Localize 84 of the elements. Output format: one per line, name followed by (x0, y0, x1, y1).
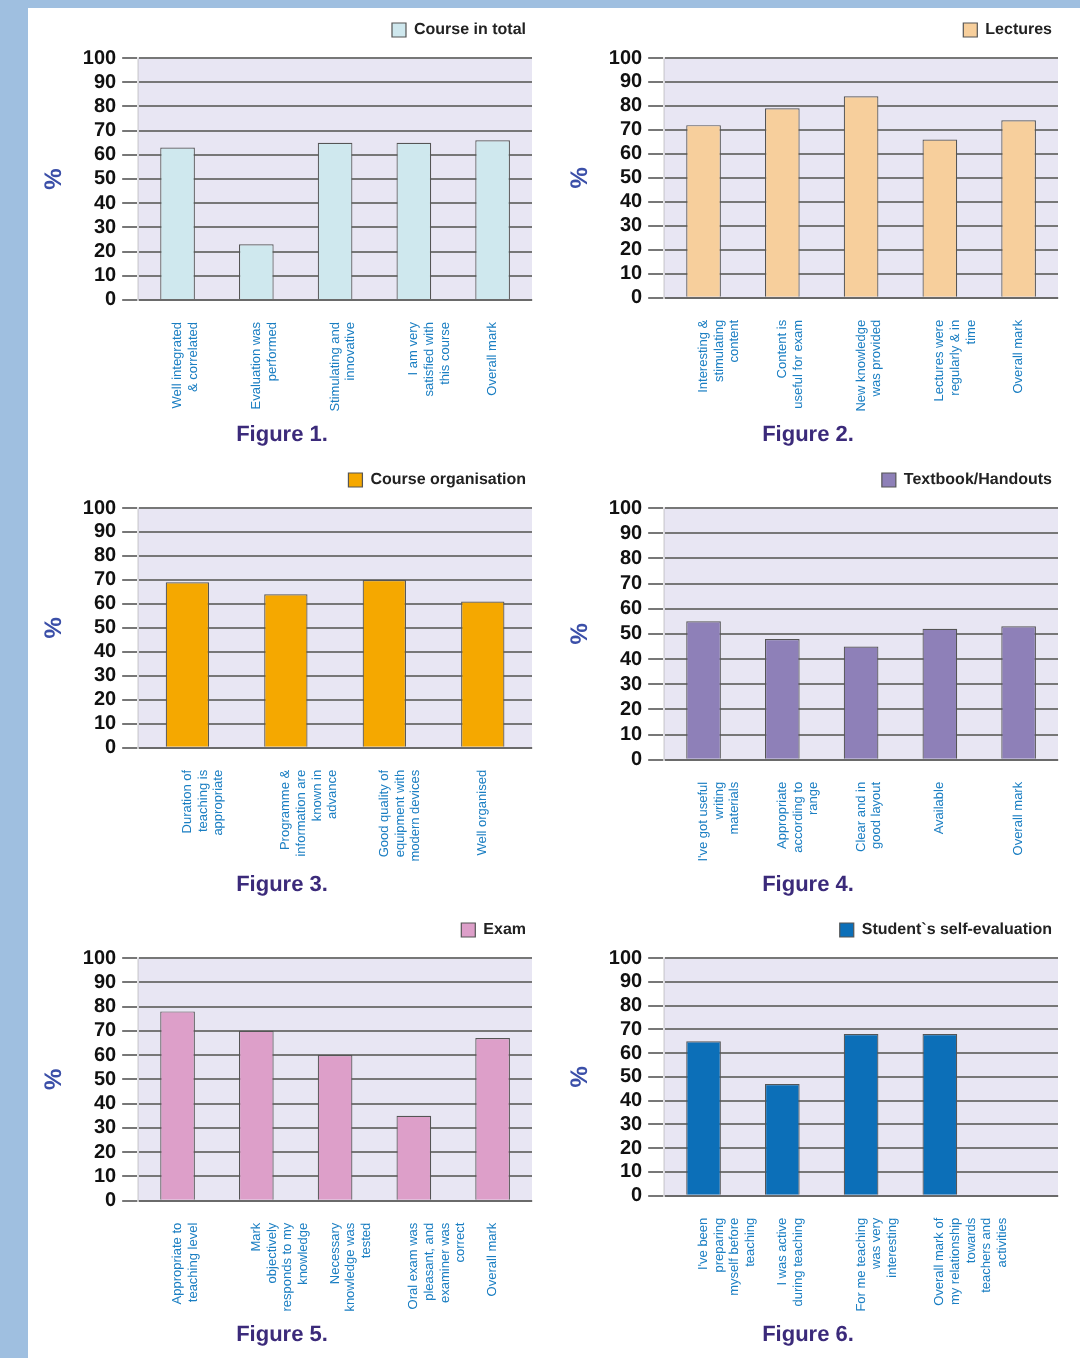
y-tick-label: 70 (619, 573, 644, 596)
y-tick-label: 60 (619, 143, 644, 166)
y-axis-title: % (39, 1068, 68, 1091)
text: Figure 6. (762, 1322, 854, 1347)
y-tick-label: 80 (619, 547, 644, 570)
y-tick-label: 80 (619, 95, 644, 118)
y-axis-title: % (39, 616, 68, 639)
legend-label: Exam (483, 920, 527, 939)
legend-label: Textbook/Handouts (903, 470, 1054, 489)
y-tick-label: 90 (619, 971, 644, 994)
y-tick-label: 60 (619, 598, 644, 621)
y-tick-label: 20 (93, 241, 118, 264)
y-tick-label: 30 (93, 1117, 118, 1140)
y-tick-label: 0 (631, 1185, 644, 1208)
y-tick-label: 90 (619, 71, 644, 94)
legend-label: Lectures (985, 20, 1054, 39)
y-axis-title: % (565, 622, 594, 645)
y-axis-title: % (39, 167, 68, 190)
y-tick-label: 60 (93, 144, 118, 167)
y-tick-label: 50 (93, 617, 118, 640)
y-tick-label: 40 (93, 641, 118, 664)
text: Figure 3. (236, 872, 328, 897)
y-tick-label: 70 (619, 1018, 644, 1041)
y-tick-label: 0 (631, 287, 644, 310)
y-tick-label: 20 (93, 689, 118, 712)
y-tick-label: 20 (619, 698, 644, 721)
y-tick-label: 100 (82, 947, 118, 970)
y-tick-label: 80 (93, 545, 118, 568)
y-tick-label: 80 (93, 996, 118, 1019)
y-tick-label: 30 (619, 673, 644, 696)
y-tick-label: 10 (619, 724, 644, 747)
y-tick-label: 10 (93, 713, 118, 736)
y-tick-label: 10 (93, 1165, 118, 1188)
y-tick-label: 30 (93, 665, 118, 688)
y-tick-label: 10 (93, 265, 118, 288)
legend-label: Student`s self-evaluation (861, 920, 1053, 939)
y-tick-label: 10 (619, 1161, 644, 1184)
y-tick-label: 50 (619, 167, 644, 190)
y-tick-label: 60 (93, 1044, 118, 1067)
y-tick-label: 100 (82, 47, 118, 70)
y-tick-label: 60 (619, 1042, 644, 1065)
y-tick-label: 20 (93, 1141, 118, 1164)
y-tick-label: 20 (619, 1137, 644, 1160)
y-tick-label: 90 (619, 522, 644, 545)
y-tick-label: 50 (93, 168, 118, 191)
text: Figure 2. (762, 422, 854, 447)
y-tick-label: 0 (105, 737, 118, 760)
text: Figure 4. (762, 872, 854, 897)
text: Figure 1. (236, 422, 328, 447)
y-tick-label: 30 (619, 1113, 644, 1136)
y-tick-label: 30 (93, 216, 118, 239)
y-tick-label: 40 (93, 1093, 118, 1116)
text: Figure 5. (236, 1322, 328, 1347)
legend-label: Course organisation (370, 470, 527, 489)
y-tick-label: 90 (93, 521, 118, 544)
y-tick-label: 70 (93, 569, 118, 592)
y-tick-label: 90 (93, 71, 118, 94)
y-tick-label: 40 (619, 648, 644, 671)
y-tick-label: 10 (619, 263, 644, 286)
y-tick-label: 60 (93, 593, 118, 616)
y-tick-label: 100 (608, 947, 644, 970)
y-tick-label: 30 (619, 215, 644, 238)
y-tick-label: 90 (93, 971, 118, 994)
y-tick-label: 70 (93, 120, 118, 143)
y-tick-label: 100 (608, 47, 644, 70)
y-tick-label: 0 (105, 289, 118, 312)
y-tick-label: 80 (93, 95, 118, 118)
y-tick-label: 0 (631, 749, 644, 772)
y-tick-label: 50 (93, 1068, 118, 1091)
y-tick-label: 50 (619, 1066, 644, 1089)
y-tick-label: 70 (619, 119, 644, 142)
y-tick-label: 100 (82, 497, 118, 520)
y-tick-label: 0 (105, 1190, 118, 1213)
y-tick-label: 80 (619, 995, 644, 1018)
legend-label: Course in total (413, 20, 527, 39)
y-tick-label: 50 (619, 623, 644, 646)
y-tick-label: 40 (619, 191, 644, 214)
y-tick-label: 70 (93, 1020, 118, 1043)
y-tick-label: 40 (619, 1090, 644, 1113)
y-axis-title: % (565, 1065, 594, 1088)
y-tick-label: 40 (93, 192, 118, 215)
y-tick-label: 100 (608, 497, 644, 520)
y-tick-label: 20 (619, 239, 644, 262)
y-axis-title: % (565, 166, 594, 189)
